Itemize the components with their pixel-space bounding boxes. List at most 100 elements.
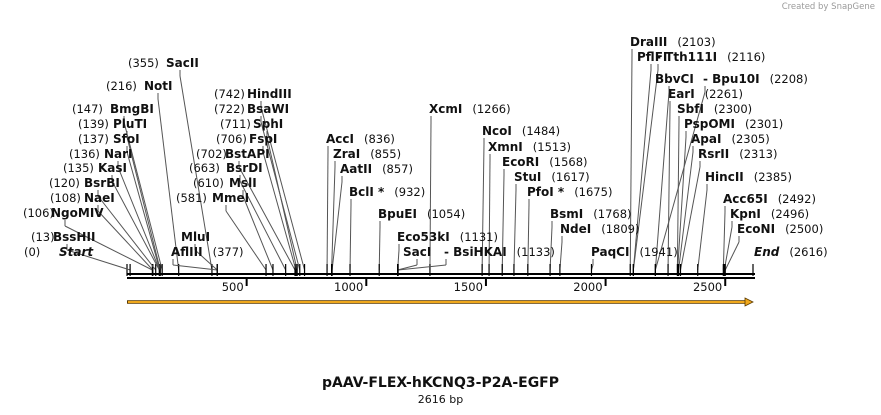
site-label[interactable]: NcoI (1484): [482, 124, 560, 138]
site-nari[interactable]: (136) NarI: [69, 147, 133, 161]
site-label[interactable]: (702) BstAPI: [196, 147, 270, 161]
site-xmni[interactable]: XmnI (1513): [488, 140, 571, 154]
site-label[interactable]: (742) HindIII: [214, 87, 292, 101]
site-label[interactable]: (216) NotI: [106, 79, 173, 93]
site-bbvci[interactable]: BbvCI: [655, 72, 694, 86]
site-draiii[interactable]: DraIII (2103): [630, 35, 716, 49]
site-label[interactable]: (581) MmeI: [176, 191, 249, 205]
site-saci[interactable]: SacI: [403, 245, 431, 259]
site-label[interactable]: (120) BsrBI: [49, 176, 120, 190]
site-tth111i[interactable]: - Tth111I (2116): [656, 50, 765, 64]
site-label[interactable]: KpnI (2496): [730, 207, 809, 221]
site-label[interactable]: - Tth111I (2116): [656, 50, 765, 64]
site-bcli[interactable]: BclI * (932): [349, 185, 425, 199]
site-xcmi[interactable]: XcmI (1266): [429, 102, 511, 116]
site-label[interactable]: XcmI (1266): [429, 102, 511, 116]
site-label[interactable]: (0) Start: [24, 245, 94, 259]
site-sbfi[interactable]: SbfI (2300): [677, 102, 752, 116]
site-bsrdi[interactable]: (663) BsrDI: [189, 161, 263, 175]
site-label[interactable]: (135) KasI: [63, 161, 127, 175]
site-pspomi[interactable]: PspOMI (2301): [684, 117, 783, 131]
site-hincii[interactable]: HincII (2385): [705, 170, 792, 184]
site-label[interactable]: DraIII (2103): [630, 35, 716, 49]
site-label[interactable]: HincII (2385): [705, 170, 792, 184]
site-apai[interactable]: ApaI (2305): [691, 132, 770, 146]
site-kasi[interactable]: (135) KasI: [63, 161, 127, 175]
site-ecori[interactable]: EcoRI (1568): [502, 155, 588, 169]
site-afliii[interactable]: AflIII (377): [171, 245, 244, 259]
site-label[interactable]: (711) SphI: [220, 117, 283, 131]
site-zrai[interactable]: ZraI (855): [333, 147, 401, 161]
site-bstapi[interactable]: (702) BstAPI: [196, 147, 270, 161]
site-label[interactable]: (722) BsaWI: [214, 102, 289, 116]
site-label[interactable]: (139) PluTI: [78, 117, 147, 131]
site-label[interactable]: (663) BsrDI: [189, 161, 263, 175]
site-label[interactable]: StuI (1617): [514, 170, 590, 184]
site-label[interactable]: PfoI * (1675): [527, 185, 612, 199]
site-sacii[interactable]: (355) SacII: [128, 56, 199, 70]
site-label[interactable]: BclI * (932): [349, 185, 425, 199]
site-label[interactable]: ZraI (855): [333, 147, 401, 161]
site-label[interactable]: RsrII (2313): [698, 147, 777, 161]
site-eari[interactable]: EarI (2261): [668, 87, 743, 101]
site-label[interactable]: End (2616): [754, 245, 828, 259]
site-label[interactable]: AccI (836): [326, 132, 395, 146]
site-end[interactable]: End (2616): [754, 245, 828, 259]
site-label[interactable]: XmnI (1513): [488, 140, 571, 154]
site-label[interactable]: (137) SfoI: [78, 132, 140, 146]
site-ncoi[interactable]: NcoI (1484): [482, 124, 560, 138]
site-bsrbi[interactable]: (120) BsrBI: [49, 176, 120, 190]
site-label[interactable]: PspOMI (2301): [684, 117, 783, 131]
site-kpni[interactable]: KpnI (2496): [730, 207, 809, 221]
site-label[interactable]: (108) NaeI: [50, 191, 115, 205]
site-label[interactable]: ApaI (2305): [691, 132, 770, 146]
site-noti[interactable]: (216) NotI: [106, 79, 173, 93]
site-label[interactable]: PaqCI (1941): [591, 245, 678, 259]
site-paqci[interactable]: PaqCI (1941): [591, 245, 678, 259]
site-naei[interactable]: (108) NaeI: [50, 191, 115, 205]
site-ndei[interactable]: NdeI (1809): [560, 222, 640, 236]
site-start[interactable]: (0) Start: [24, 245, 94, 259]
site-label[interactable]: (147) BmgBI: [72, 102, 154, 116]
site-eco53ki[interactable]: Eco53kI (1131): [397, 230, 498, 244]
site-label[interactable]: MluI: [181, 230, 210, 244]
site-acc65i[interactable]: Acc65I (2492): [723, 192, 816, 206]
site-label[interactable]: SacI: [403, 245, 431, 259]
site-label[interactable]: Acc65I (2492): [723, 192, 816, 206]
site-bmgbi[interactable]: (147) BmgBI: [72, 102, 154, 116]
site-msli[interactable]: (610) MslI: [193, 176, 257, 190]
site-pluti[interactable]: (139) PluTI: [78, 117, 147, 131]
site-econi[interactable]: EcoNI (2500): [737, 222, 823, 236]
site-label[interactable]: (610) MslI: [193, 176, 257, 190]
site-label[interactable]: SbfI (2300): [677, 102, 752, 116]
site-fspi[interactable]: (706) FspI: [216, 132, 277, 146]
site-label[interactable]: EcoRI (1568): [502, 155, 588, 169]
site-sfoi[interactable]: (137) SfoI: [78, 132, 140, 146]
site-label[interactable]: - BsiHKAI (1133): [444, 245, 555, 259]
site-label[interactable]: (136) NarI: [69, 147, 133, 161]
site-label[interactable]: (355) SacII: [128, 56, 199, 70]
site-label[interactable]: NdeI (1809): [560, 222, 640, 236]
site-label[interactable]: AflIII (377): [171, 245, 244, 259]
site-label[interactable]: BsmI (1768): [550, 207, 632, 221]
site-sphi[interactable]: (711) SphI: [220, 117, 283, 131]
site-label[interactable]: EarI (2261): [668, 87, 743, 101]
site-stui[interactable]: StuI (1617): [514, 170, 590, 184]
site-bsmi[interactable]: BsmI (1768): [550, 207, 632, 221]
site-bpu10i[interactable]: - Bpu10I (2208): [703, 72, 808, 86]
site-mlui[interactable]: MluI: [181, 230, 210, 244]
site-label[interactable]: BbvCI: [655, 72, 694, 86]
site-pflfi[interactable]: PflFI: [637, 50, 667, 64]
site-label[interactable]: BpuEI (1054): [378, 207, 465, 221]
site-acci[interactable]: AccI (836): [326, 132, 395, 146]
site-bpuei[interactable]: BpuEI (1054): [378, 207, 465, 221]
site-rsrii[interactable]: RsrII (2313): [698, 147, 777, 161]
site-bsihkai[interactable]: - BsiHKAI (1133): [444, 245, 555, 259]
site-ngomiv[interactable]: (106) NgoMIV: [23, 206, 104, 220]
site-label[interactable]: PflFI: [637, 50, 667, 64]
site-label[interactable]: EcoNI (2500): [737, 222, 823, 236]
site-label[interactable]: (706) FspI: [216, 132, 277, 146]
site-mmei[interactable]: (581) MmeI: [176, 191, 249, 205]
site-label[interactable]: (13) BssHII: [31, 230, 95, 244]
site-pfoi[interactable]: PfoI * (1675): [527, 185, 612, 199]
